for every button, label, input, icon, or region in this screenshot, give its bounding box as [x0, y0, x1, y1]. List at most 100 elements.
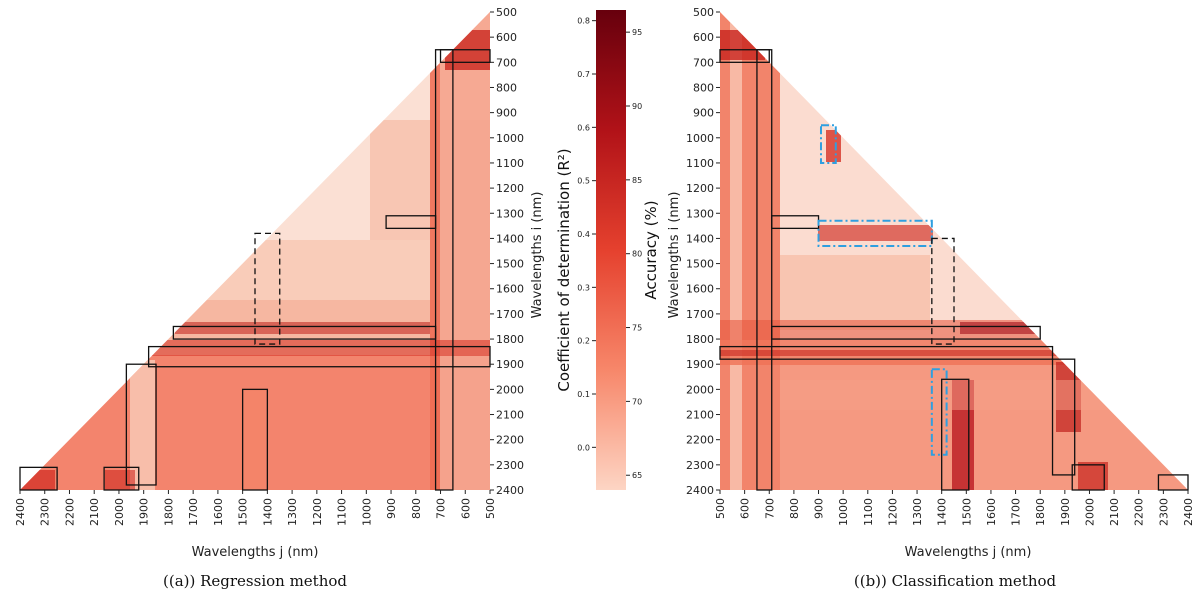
heatmap-b-ytick-label-7: 1200 [686, 182, 714, 195]
heatmap-a-ytick-label-12: 1700 [496, 308, 524, 321]
heatmap-a-region-3 [254, 232, 281, 345]
caption-b: ((b)) Classification method [854, 572, 1057, 590]
heatmap-b-x-ticks: 500 600 700 800 900 1000 1100 1200 1300 1400 1500 1… [714, 490, 1195, 526]
heatmap-a-ytick-label-9: 1400 [496, 232, 524, 245]
heatmap-b-region-11 [1071, 464, 1105, 491]
heatmap-a-region-9 [103, 466, 140, 491]
heatmap-a-xtick-label-18: 600 [459, 498, 472, 519]
colorbar-gradient [596, 10, 626, 490]
heatmap-b-xtick-label-11: 1600 [985, 498, 998, 526]
heatmap-a-y-ticks: 500 600 700 800 900 1000 1100 1200 1300 1400 1500 1… [490, 6, 524, 497]
heatmap-b-xtick-label-6: 1100 [862, 498, 875, 526]
heatmap-a-xtick-label-5: 1900 [138, 498, 151, 526]
heatmap-a-xtick-label-17: 700 [435, 498, 448, 519]
heatmap-a-xtick-label-14: 1000 [360, 498, 373, 526]
heatmap-b: 500 600 700 800 900 1000 1100 1200 1300 1400 1500 1… [667, 6, 1195, 590]
heatmap-b-xtick-label-15: 2000 [1083, 498, 1096, 526]
heatmap-a-ytick-label-6: 1100 [496, 157, 524, 170]
heatmap-b-region-12 [1157, 474, 1189, 491]
heatmap-b-ytick-label-6: 1100 [686, 157, 714, 170]
heatmap-b-xtick-label-10: 1500 [960, 498, 973, 526]
heatmap-b-region-3 [819, 124, 837, 164]
heatmap-b-ytick-label-5: 1000 [686, 132, 714, 145]
colorbar-right-label: Accuracy (%) [642, 200, 660, 299]
heatmap-a-region-2 [385, 215, 437, 230]
heatmap-b-xtick-label-8: 1300 [911, 498, 924, 526]
colorbar-left-tick-label-5: 0.5 [577, 177, 590, 186]
heatmap-b-xtick-label-3: 800 [788, 498, 801, 519]
heatmap-b-ytick-label-17: 2200 [686, 434, 714, 447]
heatmap-b-xtick-label-19: 2400 [1182, 498, 1195, 526]
heatmap-a-ytick-label-14: 1900 [496, 358, 524, 371]
heatmap-a-region-7 [241, 388, 269, 491]
heatmap-a-xtick-label-0: 2400 [14, 498, 27, 526]
colorbar-left-ticks: 0.0 0.1 0.2 0.3 0.4 0.5 0.6 0.7 0.8 [577, 17, 596, 452]
heatmap-a: 2400 2300 2200 2100 2000 1900 1800 1700 1600 1500… [14, 6, 545, 590]
heatmap-b-ytick-label-18: 2300 [686, 459, 714, 472]
heatmap-a-ytick-label-16: 2100 [496, 409, 524, 422]
heatmap-a-ytick-label-2: 700 [496, 56, 517, 69]
heatmap-b-ytick-label-19: 2400 [686, 484, 714, 497]
heatmap-a-xtick-label-11: 1300 [286, 498, 299, 526]
heatmap-b-ytick-label-3: 800 [693, 81, 714, 94]
colorbar-left-tick-label-3: 0.3 [577, 283, 590, 292]
heatmap-b-ytick-label-15: 2000 [686, 383, 714, 396]
heatmap-a-xtick-label-9: 1500 [237, 498, 250, 526]
heatmap-a-ytick-label-7: 1200 [496, 182, 524, 195]
colorbar-left-tick-label-1: 0.1 [577, 390, 590, 399]
heatmap-a-ytick-label-5: 1000 [496, 132, 524, 145]
heatmap-b-region-0 [719, 49, 770, 63]
heatmap-a-highlighted-regions [19, 49, 491, 491]
heatmap-b-ytick-label-2: 700 [693, 56, 714, 69]
heatmap-a-ytick-label-17: 2200 [496, 434, 524, 447]
heatmap-a-xtick-label-15: 900 [385, 498, 398, 519]
heatmap-a-region-8 [19, 466, 58, 491]
heatmap-b-ytick-label-8: 1300 [686, 207, 714, 220]
heatmap-b-ytick-label-14: 1900 [686, 358, 714, 371]
heatmap-a-ytick-label-8: 1300 [496, 207, 524, 220]
heatmap-b-region-6 [771, 325, 1041, 340]
colorbar-right-tick-label-5: 90 [632, 102, 642, 111]
heatmap-a-xtick-label-13: 1100 [336, 498, 349, 526]
heatmap-a-ytick-label-4: 900 [496, 107, 517, 120]
heatmap-b-xtick-label-16: 2100 [1108, 498, 1121, 526]
colorbar: 0.0 0.1 0.2 0.3 0.4 0.5 0.6 0.7 0.8 65 70 75 80 85 90… [555, 10, 660, 490]
heatmap-b-ytick-label-4: 900 [693, 107, 714, 120]
heatmap-b-region-4 [817, 219, 933, 247]
heatmap-b-ytick-label-11: 1600 [686, 283, 714, 296]
heatmap-a-ytick-label-18: 2300 [496, 459, 524, 472]
colorbar-right-tick-label-1: 70 [632, 397, 642, 406]
heatmap-b-region-10 [941, 378, 970, 491]
heatmap-b-xtick-label-17: 2200 [1133, 498, 1146, 526]
heatmap-b-xtick-label-18: 2300 [1157, 498, 1170, 526]
heatmap-b-region-5 [931, 237, 955, 345]
heatmap-a-ytick-label-15: 2000 [496, 383, 524, 396]
heatmap-a-region-1 [439, 49, 491, 63]
heatmap-b-xlabel: Wavelengths j (nm) [905, 545, 1032, 560]
heatmap-a-xlabel: Wavelengths j (nm) [192, 545, 319, 560]
heatmap-b-ytick-label-13: 1800 [686, 333, 714, 346]
heatmap-b-xtick-label-14: 1900 [1059, 498, 1072, 526]
heatmap-a-ytick-label-1: 600 [496, 31, 517, 44]
heatmap-b-ylabel: Wavelengths i (nm) [667, 192, 682, 319]
heatmap-a-region-5 [147, 345, 491, 368]
heatmap-b-region-1 [756, 49, 773, 491]
heatmap-b-ytick-label-12: 1700 [686, 308, 714, 321]
heatmap-a-ytick-label-10: 1500 [496, 258, 524, 271]
colorbar-left-label: Coefficient of determination (R²) [555, 148, 573, 391]
heatmap-b-xtick-label-2: 700 [763, 498, 776, 519]
heatmap-a-xtick-label-3: 2100 [88, 498, 101, 526]
colorbar-left-tick-label-7: 0.7 [577, 70, 590, 79]
heatmap-b-highlighted-regions [719, 49, 1189, 491]
heatmap-b-ytick-label-16: 2100 [686, 409, 714, 422]
heatmap-b-ytick-label-9: 1400 [686, 232, 714, 245]
heatmap-a-ytick-label-13: 1800 [496, 333, 524, 346]
heatmap-b-xtick-label-4: 900 [813, 498, 826, 519]
colorbar-left-tick-label-2: 0.2 [577, 337, 590, 346]
heatmap-a-xtick-label-16: 800 [410, 498, 423, 519]
heatmap-a-ytick-label-0: 500 [496, 6, 517, 19]
colorbar-right-tick-label-3: 80 [632, 250, 642, 259]
heatmap-b-y-ticks: 500 600 700 800 900 1000 1100 1200 1300 1400 1500 1… [686, 6, 720, 497]
heatmap-a-ylabel: Wavelengths i (nm) [530, 192, 545, 319]
